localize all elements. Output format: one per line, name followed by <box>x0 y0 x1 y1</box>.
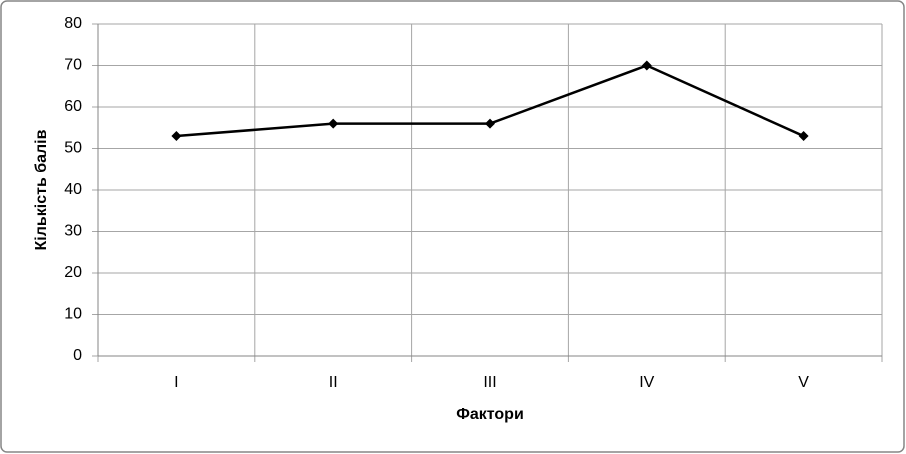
x-tick-label: III <box>483 374 496 391</box>
y-tick-label: 0 <box>73 347 82 364</box>
y-axis-title: Кількість балів <box>33 129 50 250</box>
x-tick-label: V <box>798 374 809 391</box>
marker <box>328 118 339 129</box>
marker <box>798 131 809 142</box>
y-tick-label: 40 <box>64 181 82 198</box>
y-tick-label: 60 <box>64 98 82 115</box>
marker <box>171 131 182 142</box>
x-tick-label: IV <box>639 374 654 391</box>
y-tick-label: 80 <box>64 15 82 32</box>
marker <box>485 118 495 129</box>
x-axis-title: Фактори <box>456 406 524 423</box>
x-tick-label: II <box>329 374 338 391</box>
y-tick-label: 10 <box>64 306 82 323</box>
y-tick-label: 20 <box>64 264 82 281</box>
x-tick-label: I <box>174 374 178 391</box>
y-tick-label: 30 <box>64 223 82 240</box>
marker <box>641 60 652 71</box>
y-tick-label: 70 <box>64 57 82 74</box>
y-tick-label: 50 <box>64 140 82 157</box>
